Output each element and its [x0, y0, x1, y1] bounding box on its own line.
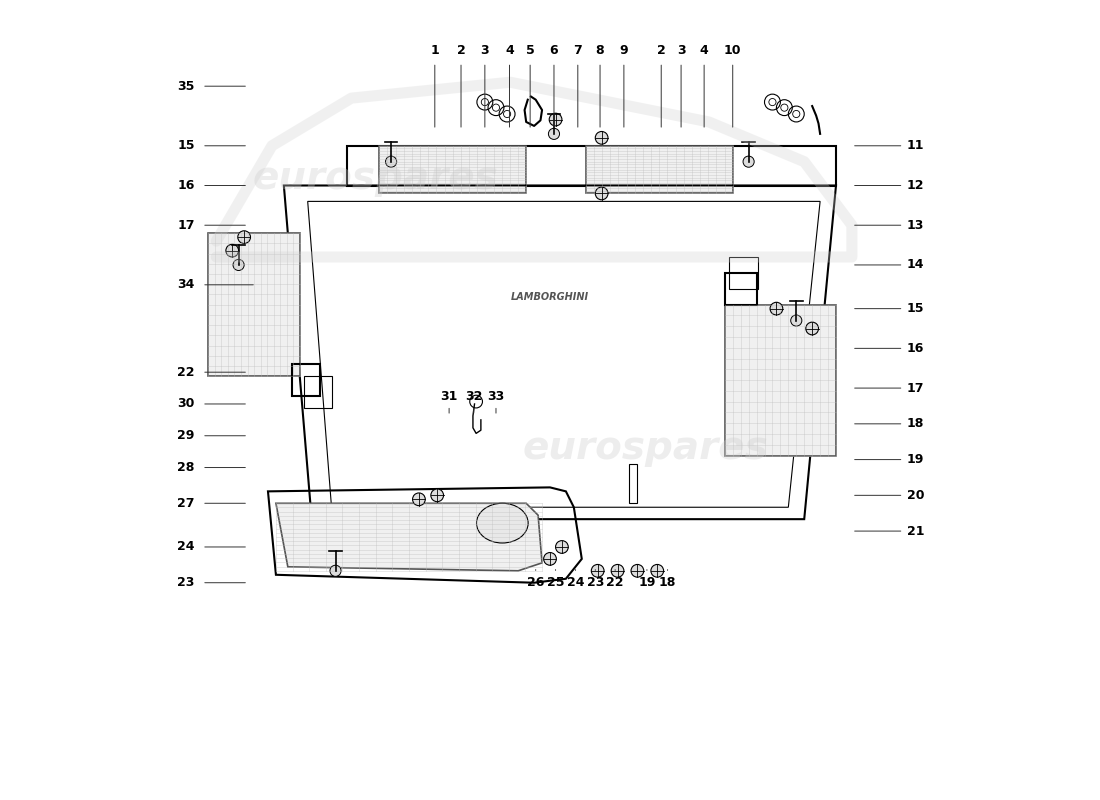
Text: 30: 30: [177, 398, 195, 410]
Text: 21: 21: [906, 525, 924, 538]
Circle shape: [806, 322, 818, 335]
Text: 6: 6: [550, 44, 559, 57]
Text: 22: 22: [177, 366, 195, 378]
Text: 35: 35: [177, 80, 195, 93]
Circle shape: [595, 187, 608, 200]
Text: 12: 12: [906, 179, 924, 192]
Text: 13: 13: [906, 218, 924, 232]
Circle shape: [556, 541, 569, 554]
Text: 34: 34: [177, 278, 195, 291]
Circle shape: [233, 259, 244, 270]
Text: 1: 1: [430, 44, 439, 57]
Text: 15: 15: [906, 302, 924, 315]
Text: eurospares: eurospares: [522, 429, 768, 466]
Text: 19: 19: [638, 576, 656, 590]
Text: LAMBORGHINI: LAMBORGHINI: [510, 292, 590, 302]
Text: 15: 15: [177, 139, 195, 152]
Text: 19: 19: [906, 453, 924, 466]
Text: 3: 3: [481, 44, 490, 57]
Text: 5: 5: [526, 44, 535, 57]
Circle shape: [549, 128, 560, 139]
Circle shape: [770, 302, 783, 315]
Circle shape: [595, 131, 608, 144]
Text: 33: 33: [487, 390, 505, 402]
Circle shape: [651, 565, 663, 577]
Circle shape: [226, 244, 239, 257]
Polygon shape: [379, 146, 526, 194]
Circle shape: [385, 156, 397, 167]
Text: 32: 32: [465, 390, 483, 402]
Text: 2: 2: [657, 44, 665, 57]
Text: 2: 2: [456, 44, 465, 57]
Text: 9: 9: [619, 44, 628, 57]
Text: 17: 17: [906, 382, 924, 394]
Circle shape: [238, 230, 251, 243]
Text: 23: 23: [177, 576, 195, 590]
Text: 20: 20: [906, 489, 924, 502]
Text: 24: 24: [566, 576, 584, 590]
Circle shape: [744, 156, 755, 167]
Polygon shape: [586, 146, 733, 194]
Text: 26: 26: [527, 576, 544, 590]
Text: 23: 23: [586, 576, 604, 590]
Polygon shape: [725, 305, 836, 456]
Circle shape: [549, 114, 562, 126]
Text: 4: 4: [505, 44, 514, 57]
Text: 8: 8: [596, 44, 604, 57]
Circle shape: [431, 489, 443, 502]
Circle shape: [791, 315, 802, 326]
Text: 22: 22: [606, 576, 624, 590]
Circle shape: [612, 565, 624, 577]
Text: 16: 16: [177, 179, 195, 192]
Text: 24: 24: [177, 541, 195, 554]
Text: 28: 28: [177, 461, 195, 474]
Text: 14: 14: [906, 258, 924, 271]
Text: 10: 10: [724, 44, 741, 57]
Text: 17: 17: [177, 218, 195, 232]
Text: 27: 27: [177, 497, 195, 510]
Circle shape: [412, 493, 426, 506]
Text: 4: 4: [700, 44, 708, 57]
Text: 7: 7: [573, 44, 582, 57]
Circle shape: [543, 553, 557, 566]
Text: 16: 16: [906, 342, 924, 355]
Text: 3: 3: [676, 44, 685, 57]
Ellipse shape: [476, 503, 528, 543]
Circle shape: [330, 566, 341, 576]
Text: eurospares: eurospares: [252, 158, 498, 197]
Polygon shape: [208, 233, 300, 376]
Circle shape: [631, 565, 644, 577]
Text: 18: 18: [906, 418, 924, 430]
Text: 25: 25: [547, 576, 564, 590]
Polygon shape: [276, 503, 542, 571]
Circle shape: [592, 565, 604, 577]
Text: 18: 18: [659, 576, 676, 590]
Text: 29: 29: [177, 430, 195, 442]
Text: 31: 31: [440, 390, 458, 402]
Text: 11: 11: [906, 139, 924, 152]
